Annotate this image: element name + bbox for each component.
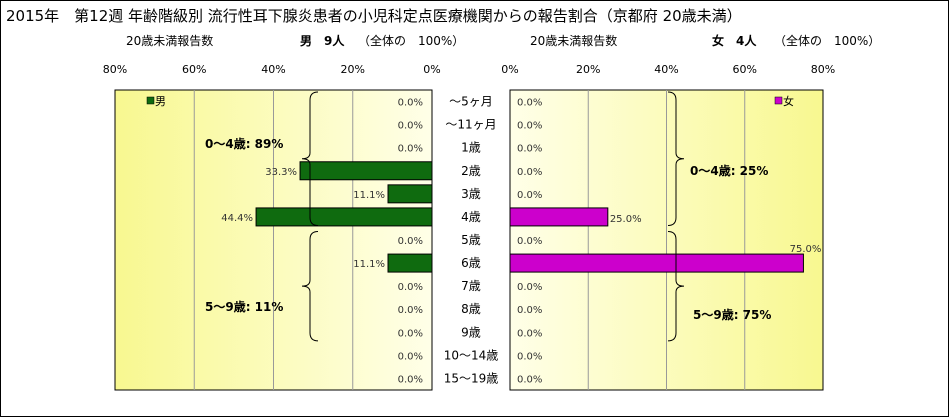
category-label: 6歳 <box>461 256 481 270</box>
male-value-label: 0.0% <box>398 282 423 293</box>
male-value-label: 0.0% <box>398 98 423 109</box>
male-tick-label: 40% <box>261 63 285 76</box>
category-label: 5歳 <box>461 233 481 247</box>
male-tick-label: 0% <box>423 63 440 76</box>
female-value-label: 25.0% <box>610 214 642 225</box>
female-value-label: 0.0% <box>517 351 542 362</box>
female-value-label: 0.0% <box>517 328 542 339</box>
male-brace-0-4 <box>301 91 319 226</box>
category-label: 15～19歳 <box>444 371 499 385</box>
female-annotation-5-9: 5～9歳: 75% <box>693 307 771 322</box>
category-label: 9歳 <box>461 325 481 339</box>
male-legend-swatch <box>146 96 155 105</box>
category-label: 2歳 <box>461 164 481 178</box>
male-bar <box>387 253 433 273</box>
category-label: 10～14歳 <box>444 348 499 362</box>
female-legend-label: 女 <box>783 94 794 108</box>
female-value-label: 0.0% <box>517 121 542 132</box>
male-value-label: 11.1% <box>353 259 385 270</box>
male-value-label: 0.0% <box>398 374 423 385</box>
male-bar <box>299 161 433 181</box>
female-value-label: 0.0% <box>517 190 542 201</box>
male-tick-label: 80% <box>103 63 127 76</box>
male-value-label: 0.0% <box>398 351 423 362</box>
female-value-label: 0.0% <box>517 305 542 316</box>
female-count-caption: 20歳未満報告数 <box>530 34 618 48</box>
male-value-label: 0.0% <box>398 121 423 132</box>
male-count-label: 男 9人 <box>300 34 345 48</box>
category-label: ～11ヶ月 <box>445 118 496 132</box>
category-label: 1歳 <box>461 141 481 155</box>
female-value-label: 0.0% <box>517 144 542 155</box>
female-total-label: （全体の 100%） <box>774 34 881 48</box>
category-label: 3歳 <box>461 187 481 201</box>
female-tick-label: 40% <box>654 63 678 76</box>
male-count-caption: 20歳未満報告数 <box>126 34 214 48</box>
male-value-label: 0.0% <box>398 305 423 316</box>
female-tick-label: 80% <box>811 63 835 76</box>
male-tick-label: 60% <box>182 63 206 76</box>
female-legend-swatch <box>774 96 783 105</box>
female-bar <box>509 207 609 227</box>
male-value-label: 11.1% <box>353 190 385 201</box>
category-label: 4歳 <box>461 210 481 224</box>
category-label: ～5ヶ月 <box>449 95 493 109</box>
female-brace-5-9 <box>667 230 685 342</box>
male-legend-label: 男 <box>155 95 166 108</box>
female-value-label: 0.0% <box>517 374 542 385</box>
female-tick-label: 60% <box>733 63 757 76</box>
female-value-label: 0.0% <box>517 236 542 247</box>
male-value-label: 0.0% <box>398 236 423 247</box>
male-bar <box>387 184 433 204</box>
category-label: 7歳 <box>461 279 481 293</box>
male-tick-label: 20% <box>341 63 365 76</box>
male-annotation-5-9: 5～9歳: 11% <box>205 299 283 314</box>
female-brace-0-4 <box>667 91 685 226</box>
female-value-label: 0.0% <box>517 167 542 178</box>
male-value-label: 0.0% <box>398 328 423 339</box>
female-bar <box>509 253 804 273</box>
male-total-label: （全体の 100%） <box>358 34 465 48</box>
category-label: 8歳 <box>461 302 481 316</box>
male-value-label: 44.4% <box>221 213 253 224</box>
male-brace-5-9 <box>301 230 319 342</box>
female-tick-label: 0% <box>501 63 518 76</box>
male-value-label: 33.3% <box>265 167 297 178</box>
female-value-label: 0.0% <box>517 282 542 293</box>
male-annotation-0-4: 0～4歳: 89% <box>205 136 283 151</box>
male-value-label: 0.0% <box>398 144 423 155</box>
female-tick-label: 20% <box>576 63 600 76</box>
female-count-label: 女 4人 <box>712 34 757 48</box>
male-bar <box>255 207 433 227</box>
female-value-label: 0.0% <box>517 98 542 109</box>
female-value-label: 75.0% <box>790 244 822 255</box>
chart-title: 2015年 第12週 年齢階級別 流行性耳下腺炎患者の小児科定点医療機関からの報… <box>6 7 742 25</box>
female-annotation-0-4: 0～4歳: 25% <box>690 163 768 178</box>
